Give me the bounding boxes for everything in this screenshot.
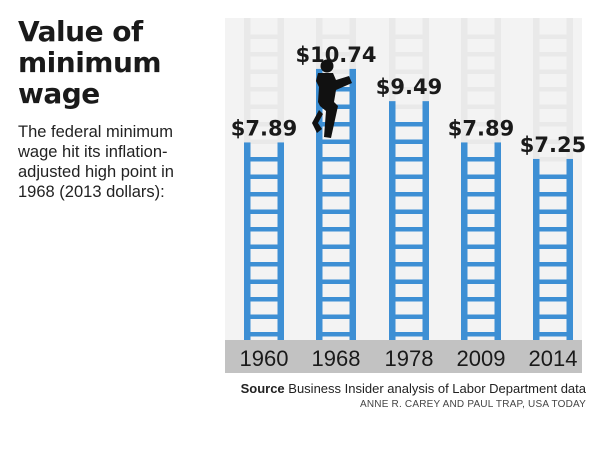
bar-1978 bbox=[389, 101, 429, 347]
person-climbing-icon bbox=[312, 59, 352, 138]
data-label-1978: $9.49 bbox=[376, 75, 442, 99]
bar-1968 bbox=[316, 68, 356, 347]
data-label-2009: $7.89 bbox=[448, 116, 514, 140]
x-tick-1960: 1960 bbox=[240, 346, 289, 371]
x-tick-2009: 2009 bbox=[457, 346, 506, 371]
source-text: Business Insider analysis of Labor Depar… bbox=[288, 381, 586, 396]
value-labels: $7.89$10.74$9.49$7.89$7.25 bbox=[231, 43, 586, 157]
bar-2009 bbox=[461, 142, 501, 346]
bar-2014 bbox=[533, 158, 573, 346]
data-label-1968: $10.74 bbox=[295, 43, 376, 67]
data-label-2014: $7.25 bbox=[520, 133, 586, 157]
bar-1960 bbox=[244, 142, 284, 346]
chart-title: Value of minimum wage bbox=[18, 15, 162, 110]
data-label-1960: $7.89 bbox=[231, 116, 297, 140]
x-tick-labels: 1960 1968 1978 2009 2014 bbox=[240, 346, 578, 371]
x-tick-2014: 2014 bbox=[529, 346, 578, 371]
x-tick-1968: 1968 bbox=[312, 346, 361, 371]
source-label: Source bbox=[240, 381, 285, 396]
x-tick-1978: 1978 bbox=[385, 346, 434, 371]
axis-band bbox=[225, 340, 582, 373]
credit-line: ANNE R. CAREY AND PAUL TRAP, USA TODAY bbox=[359, 399, 586, 410]
ladder-bars bbox=[244, 68, 573, 347]
chart-subtitle: The federal minimum wage hit its inflati… bbox=[18, 123, 174, 201]
source-note: Source Business Insider analysis of Labo… bbox=[241, 381, 586, 396]
